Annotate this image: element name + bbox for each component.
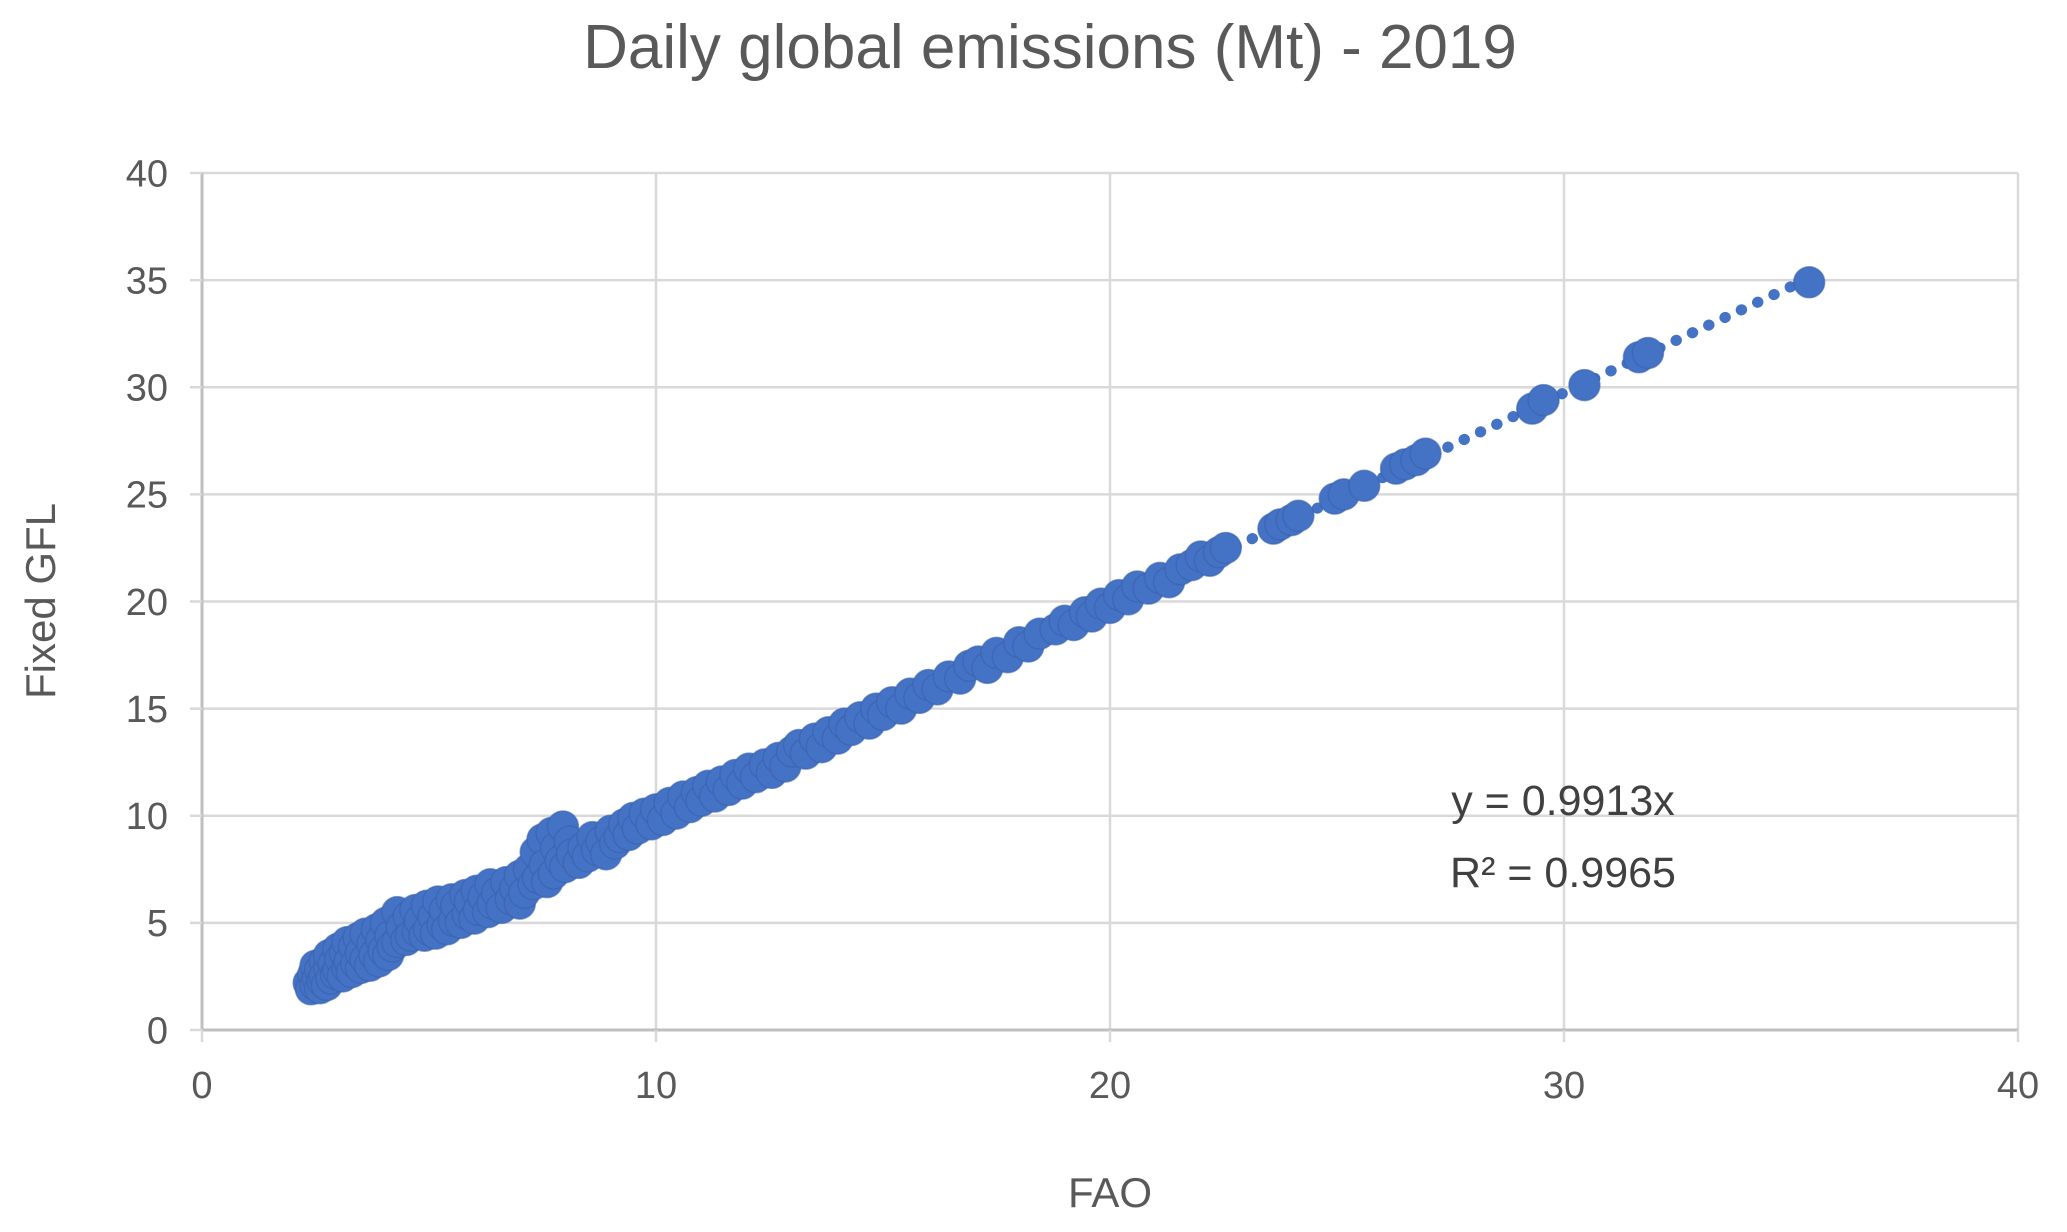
data-point xyxy=(1409,437,1442,470)
trendline xyxy=(300,268,1824,987)
data-point xyxy=(1282,499,1315,533)
y-tick-label: 25 xyxy=(126,475,168,517)
y-tick-label: 15 xyxy=(126,689,168,731)
data-point xyxy=(1347,469,1381,503)
y-axis-title: Fixed GFL xyxy=(17,503,64,699)
data-point xyxy=(1209,531,1243,565)
y-tick-label: 30 xyxy=(126,368,168,410)
axes xyxy=(190,171,2020,1042)
gridlines xyxy=(202,171,2020,1030)
chart-title: Daily global emissions (Mt) - 2019 xyxy=(583,13,1517,82)
data-point xyxy=(1568,368,1601,402)
y-tick-label: 35 xyxy=(126,260,168,302)
y-tick-label: 20 xyxy=(126,582,168,624)
y-tick-label: 0 xyxy=(147,1010,168,1052)
y-tick-label: 10 xyxy=(126,796,168,838)
data-point xyxy=(1792,266,1826,299)
x-axis-title: FAO xyxy=(1068,1169,1152,1216)
x-tick-label: 20 xyxy=(1089,1065,1131,1107)
tick-labels: 0 5 10 15 20 25 30 35 40 0 10 20 30 40 xyxy=(126,153,2039,1107)
x-tick-label: 40 xyxy=(1997,1065,2039,1107)
y-tick-label: 5 xyxy=(147,903,168,945)
data-point-series xyxy=(292,266,1826,1006)
x-tick-label: 10 xyxy=(635,1065,677,1107)
data-point xyxy=(1631,336,1665,370)
x-tick-label: 0 xyxy=(191,1065,212,1107)
x-tick-label: 30 xyxy=(1543,1065,1585,1107)
trendline-equation-label: y = 0.9913x xyxy=(1451,777,1675,825)
y-tick-label: 40 xyxy=(126,153,168,195)
trendline-r2-label: R² = 0.9965 xyxy=(1450,849,1676,897)
data-point xyxy=(1527,383,1560,417)
